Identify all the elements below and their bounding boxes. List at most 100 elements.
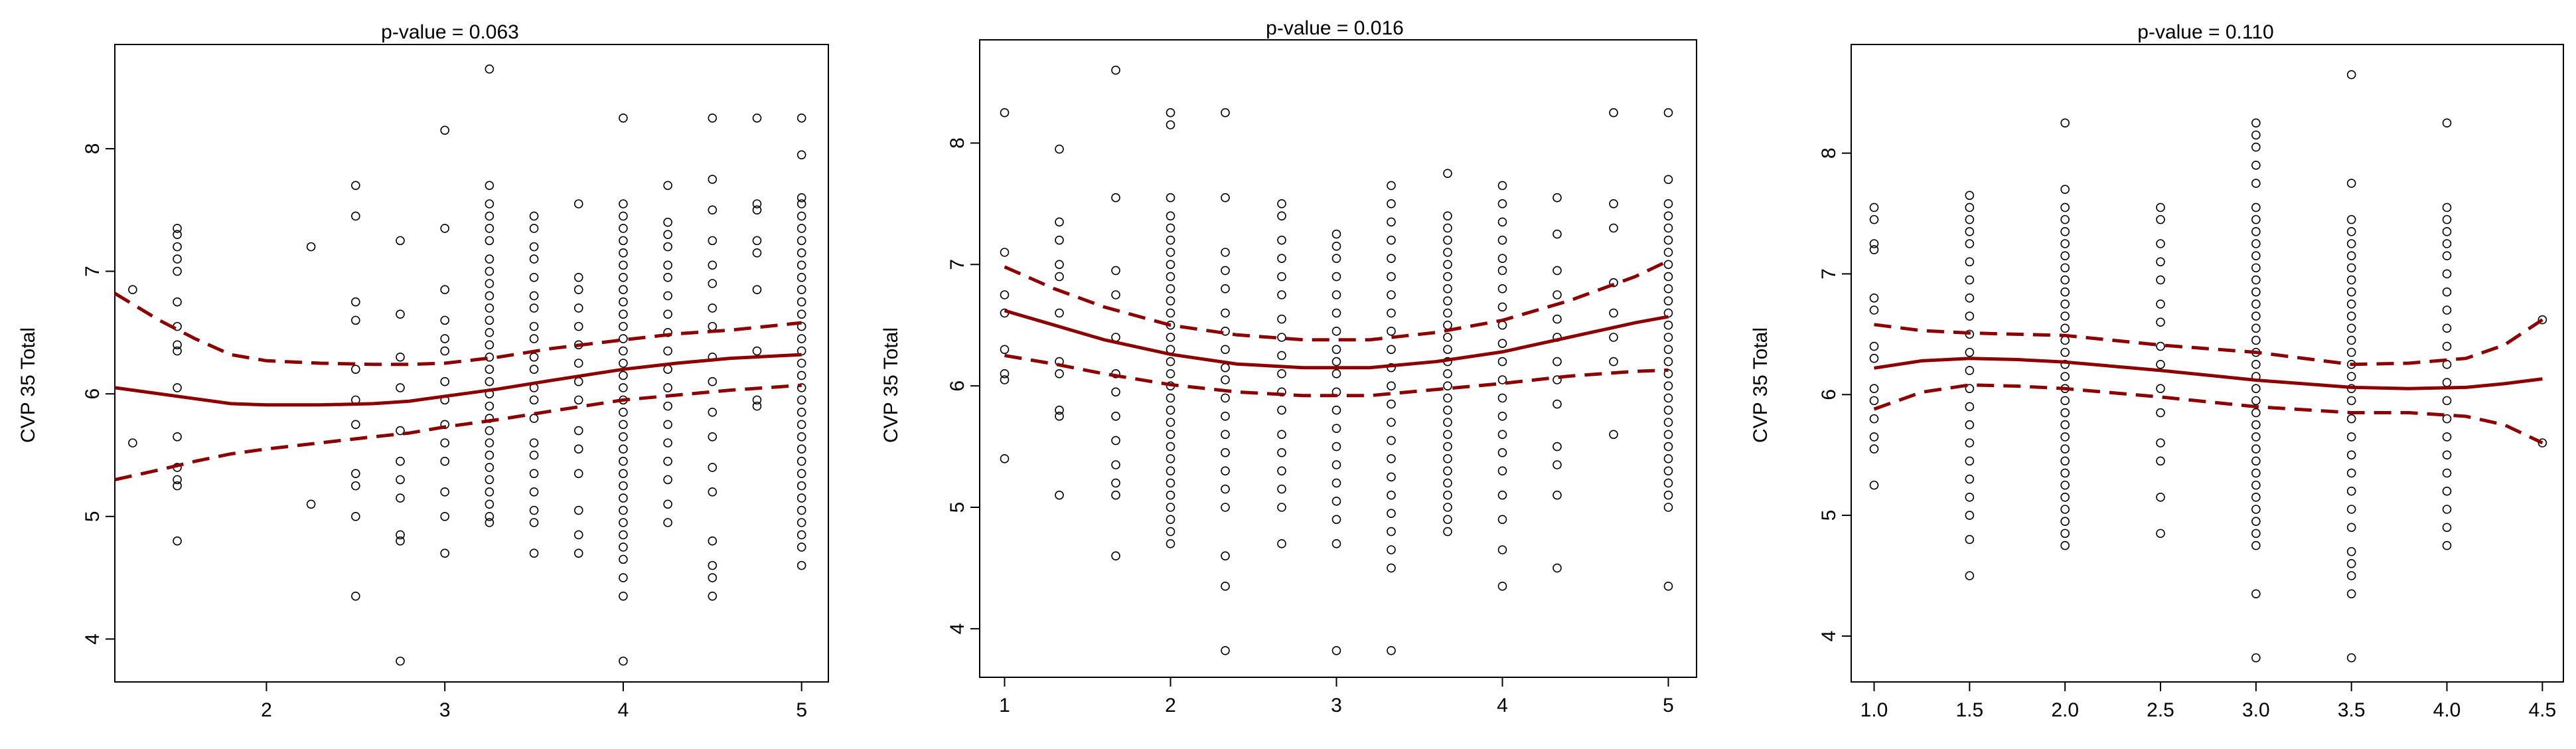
data-point (1443, 284, 1452, 293)
data-point (1055, 272, 1064, 282)
data-point (663, 309, 672, 319)
data-point (573, 376, 583, 386)
data-point (573, 285, 583, 295)
data-point (173, 242, 182, 252)
data-point (529, 352, 539, 362)
panel-right: p-value = 0.110 CVP 35 Total 1.0 1.5 2.0 2.… (1732, 0, 2576, 749)
data-point (573, 469, 583, 478)
data-point (619, 359, 628, 368)
data-point (2060, 480, 2070, 490)
data-point (1277, 369, 1286, 378)
data-point (2442, 414, 2452, 424)
data-point (1663, 333, 1673, 342)
data-point (306, 242, 316, 252)
plot-title: p-value = 0.110 (2137, 21, 2273, 43)
data-point (2251, 179, 2261, 188)
data-point (1663, 369, 1673, 378)
data-point (1443, 169, 1452, 178)
data-point (173, 481, 182, 491)
data-point (2251, 118, 2261, 127)
data-point (2346, 468, 2356, 478)
data-point (1965, 535, 1975, 544)
data-point (1387, 327, 1396, 336)
data-point (1387, 217, 1396, 227)
data-point (1111, 65, 1120, 75)
data-point (1443, 454, 1452, 463)
y-axis-label: CVP 35 Total (880, 327, 902, 443)
data-point (1497, 466, 1507, 475)
data-point (796, 395, 806, 405)
data-point (1387, 472, 1396, 482)
data-point (2156, 438, 2165, 448)
y-tick-label: 5 (1818, 510, 1840, 521)
data-point (351, 469, 360, 478)
data-point (619, 591, 628, 601)
data-point (1553, 357, 1562, 367)
data-point (2346, 653, 2356, 663)
data-point (396, 530, 405, 540)
data-point (619, 260, 628, 270)
y-tick-label: 4 (82, 633, 104, 645)
scatter-plot-left: p-value = 0.063 CVP 35 Total 2 3 4 5 4 5 6 7 8 (17, 21, 829, 721)
data-point (2442, 341, 2452, 351)
data-point (796, 408, 806, 417)
data-point (1055, 217, 1064, 227)
scatter-plot-middle: p-value = 0.016 CVP 35 Total 1 2 3 4 5 4 5 6 7 8 (880, 17, 1697, 716)
data-point (619, 297, 628, 307)
data-point (2156, 360, 2165, 369)
data-point (2060, 311, 2070, 321)
data-point (796, 481, 806, 491)
data-point (619, 199, 628, 208)
data-point (2060, 239, 2070, 248)
data-point (2060, 541, 2070, 550)
data-point (173, 224, 182, 233)
data-point (1166, 211, 1175, 220)
data-point (708, 536, 718, 546)
data-point (1000, 375, 1010, 384)
data-point (796, 371, 806, 380)
data-point (1443, 223, 1452, 233)
data-point (2442, 523, 2452, 533)
data-point (485, 181, 494, 191)
data-point (351, 420, 360, 430)
y-axis-label: CVP 35 Total (17, 327, 39, 443)
data-point (708, 321, 718, 331)
data-point (1111, 460, 1120, 469)
data-point (2251, 493, 2261, 502)
data-point (1553, 314, 1562, 324)
data-point (1663, 393, 1673, 403)
data-point (2442, 432, 2452, 442)
data-point (440, 548, 449, 558)
data-point (2060, 275, 2070, 285)
data-point (2346, 432, 2356, 442)
data-point (485, 511, 494, 521)
plot-title: p-value = 0.016 (1266, 17, 1404, 39)
data-point (1663, 345, 1673, 355)
data-point (1609, 199, 1618, 208)
x-tick-label: 5 (796, 699, 807, 721)
data-point (485, 211, 494, 221)
data-point (173, 432, 182, 442)
data-point (351, 315, 360, 325)
data-point (1221, 375, 1230, 384)
data-point (1055, 405, 1064, 415)
data-point (752, 199, 762, 208)
data-point (1663, 503, 1673, 512)
data-point (573, 426, 583, 436)
y-tick-label: 8 (82, 143, 104, 155)
data-point (2251, 468, 2261, 478)
data-point (1553, 460, 1562, 469)
data-point (2251, 384, 2261, 393)
data-point (529, 505, 539, 515)
data-point (796, 272, 806, 282)
data-point (663, 383, 672, 392)
data-point (1166, 490, 1175, 500)
data-point (708, 260, 718, 270)
data-point (2346, 323, 2356, 333)
data-point (1387, 418, 1396, 427)
data-point (1166, 430, 1175, 440)
data-point (1221, 484, 1230, 494)
data-point (619, 285, 628, 295)
data-point (1443, 503, 1452, 512)
